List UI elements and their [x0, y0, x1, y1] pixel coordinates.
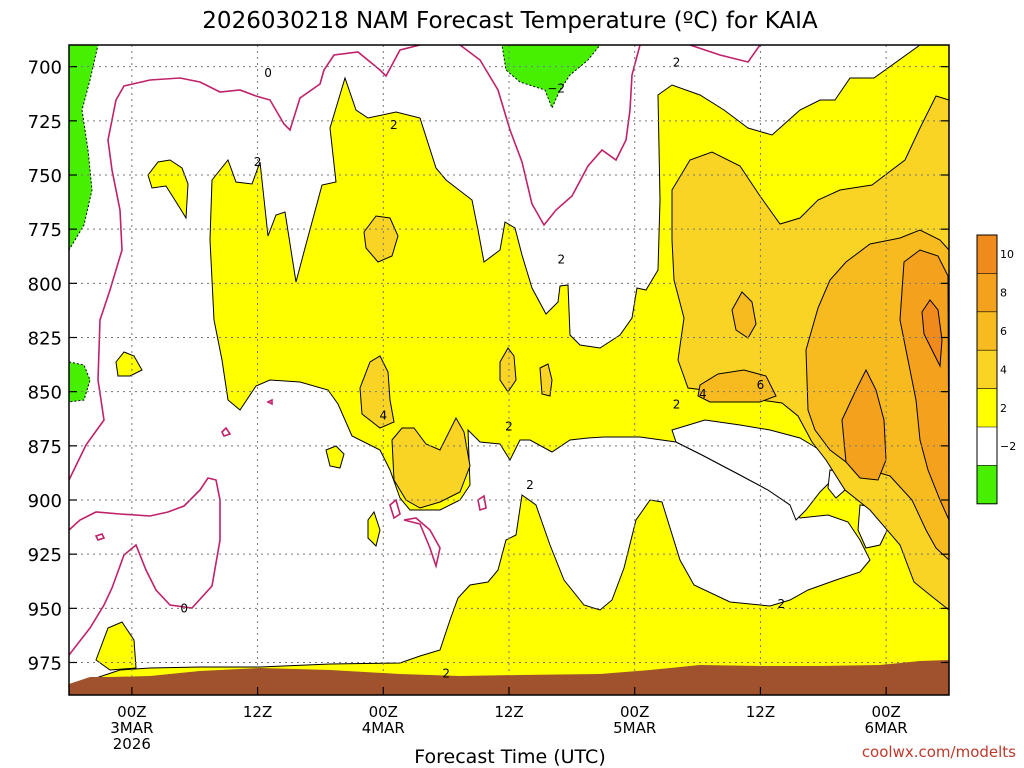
y-axis: 700 725 750 775 800 825 850 875 900 925 950 975: [28, 58, 949, 675]
colorbar: 10 8 6 4 2 −2: [976, 234, 1016, 505]
colorbar-label: 2: [1000, 402, 1007, 415]
contour-label: 0: [180, 601, 188, 615]
y-tick-label: 700: [28, 58, 62, 79]
fill-4-6-small: [363, 215, 399, 263]
contour-label: 2: [778, 597, 786, 611]
zero-contour-small-d: [403, 517, 441, 569]
x-tick-label: 00Z: [871, 703, 900, 721]
zero-contour-top-right-2: [689, 45, 761, 63]
contour-label: 2: [558, 253, 566, 267]
colorbar-label: 10: [1000, 248, 1014, 261]
colorbar-segment: [977, 350, 997, 389]
contour-labels: 0 2 2 −2 2 2 4 2 2 4 6 2 0 2 2: [180, 55, 785, 680]
zero-contour-small-b: [94, 533, 106, 541]
fill-2-4-island-b: [115, 351, 143, 377]
contour-label: 0: [264, 66, 272, 80]
grid: [69, 45, 949, 695]
fill-8-10-low: [841, 368, 887, 481]
x-tick-label: 12Z: [746, 703, 775, 721]
contour-label: −2: [547, 81, 565, 95]
colorbar-segment: [977, 235, 997, 274]
colorbar-label: 8: [1000, 287, 1007, 300]
contour-label: 2: [390, 118, 398, 132]
y-tick-label: 825: [28, 329, 62, 350]
x-tick-label: 12Z: [243, 703, 272, 721]
zero-contour-top-right: [459, 45, 641, 227]
fill-below-minus2-left: [69, 45, 99, 251]
ground: [69, 660, 949, 695]
zero-contour-upper: [69, 45, 421, 481]
x-tick-label: 3MAR: [110, 719, 153, 737]
zero-contours: [69, 45, 761, 656]
colorbar-label: 4: [1000, 363, 1007, 376]
y-tick-label: 850: [28, 383, 62, 404]
zero-contour-small-c: [389, 498, 401, 520]
contour-label: 2: [673, 398, 681, 412]
colorbar-segment: [977, 311, 997, 351]
x-tick-label: 5MAR: [613, 719, 656, 737]
zero-contour-lower: [69, 477, 221, 656]
fill-4-6-left: [359, 355, 395, 429]
plot-area: [69, 45, 949, 695]
fill-6-8-small: [731, 291, 757, 339]
fill-2-4-island-e: [95, 621, 137, 671]
contour-label: 2: [673, 55, 681, 69]
contour-label: 4: [699, 387, 707, 401]
x-tick-label: 6MAR: [865, 719, 908, 737]
y-tick-label: 975: [28, 654, 62, 675]
fill-below-minus2-top: [501, 45, 601, 110]
fill-4-6-small-2: [499, 347, 517, 393]
y-tick-label: 925: [28, 545, 62, 566]
colorbar-segment: [977, 465, 997, 504]
x-tick-label: 12Z: [494, 703, 523, 721]
colorbar-label: −2: [1000, 440, 1016, 453]
contour-label: 2: [505, 419, 513, 433]
y-tick-label: 900: [28, 491, 62, 512]
colorbar-label: 6: [1000, 325, 1007, 338]
x-tick-label: 00Z: [117, 703, 146, 721]
x-tick-label: 2026: [113, 735, 151, 753]
contour-label: 2: [254, 155, 262, 169]
colorbar-frame: [976, 234, 998, 505]
zero-contour-small-e: [477, 494, 487, 512]
fill-4-6-small-3: [539, 363, 553, 397]
x-tick-label: 00Z: [620, 703, 649, 721]
x-axis-label: Forecast Time (UTC): [414, 746, 605, 768]
fill-10-12-main: [921, 299, 943, 368]
fill-2-4-island-c: [325, 445, 345, 469]
zero-contour-small-a: [221, 426, 232, 437]
contour-label: 2: [526, 478, 534, 492]
chart-title: 2026030218 NAM Forecast Temperature (ºC)…: [202, 8, 818, 34]
contour-label: 6: [757, 378, 765, 392]
y-tick-label: 950: [28, 599, 62, 620]
y-tick-label: 875: [28, 437, 62, 458]
fill-4-6-mid: [391, 416, 471, 509]
x-tick-label: 00Z: [369, 703, 398, 721]
colorbar-segment: [977, 273, 997, 312]
credit-text: coolwx.com/modelts: [862, 743, 1016, 761]
y-tick-label: 725: [28, 112, 62, 133]
contour-label: 4: [379, 409, 387, 423]
fill-2-4-island-d: [367, 510, 381, 547]
colorbar-segment: [977, 427, 997, 466]
y-tick-label: 750: [28, 166, 62, 187]
colorbar-segment: [977, 388, 997, 427]
x-tick-label: 4MAR: [362, 719, 405, 737]
zero-contour-small-f: [266, 398, 273, 406]
fill-hole-right: [671, 419, 837, 521]
fill-6-8-mid: [697, 369, 777, 403]
y-tick-label: 800: [28, 274, 62, 295]
y-tick-label: 775: [28, 220, 62, 241]
contour-label: 2: [442, 666, 450, 680]
